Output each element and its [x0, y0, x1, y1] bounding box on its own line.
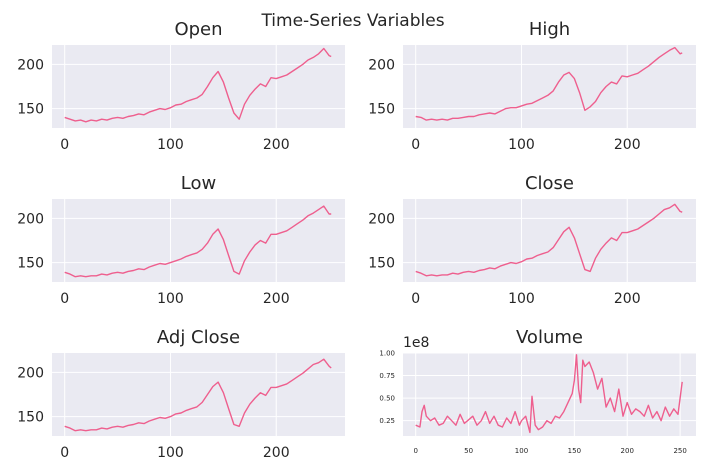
plot-area [52, 353, 345, 436]
x-tick-label: 250 [673, 447, 686, 455]
subplot-title: Low [181, 173, 216, 194]
x-tick-label: 200 [614, 291, 641, 307]
x-tick-label: 200 [263, 291, 290, 307]
plot-area [403, 199, 696, 282]
subplot-low: Low 0 100 200 150 200 [17, 173, 345, 307]
y-tick-label: 150 [17, 410, 44, 426]
subplot-title: Close [525, 173, 574, 194]
y-tick-label: 200 [17, 211, 44, 227]
x-tick-label: 100 [508, 137, 535, 153]
y-offset-label: 1e8 [403, 335, 429, 351]
x-tick-label: 50 [464, 447, 473, 455]
y-tick-label: 200 [368, 57, 395, 73]
x-tick-label: 0 [411, 291, 420, 307]
figure-title: Time-Series Variables [260, 11, 444, 31]
x-tick-label: 100 [508, 291, 535, 307]
x-tick-label: 200 [621, 447, 634, 455]
x-tick-label: 100 [157, 445, 184, 461]
y-tick-label: 200 [17, 365, 44, 381]
subplot-title: High [529, 19, 570, 40]
x-tick-label: 0 [60, 291, 69, 307]
x-tick-label: 0 [60, 137, 69, 153]
series-line-low [64, 205, 332, 278]
x-tick-label: 0 [60, 445, 69, 461]
y-tick-label: 0.25 [379, 417, 395, 425]
subplot-grid: Open 0 100 200 150 200 High 0 100 200 150 200 Low 0 10… [17, 19, 696, 461]
series-line-open [64, 47, 332, 123]
subplot-title: Adj Close [157, 327, 240, 348]
series-line-high [415, 46, 683, 121]
y-tick-label: 150 [17, 102, 44, 118]
x-tick-label: 200 [263, 137, 290, 153]
x-tick-label: 100 [157, 291, 184, 307]
x-tick-label: 200 [263, 445, 290, 461]
series-line-adj-close [64, 358, 332, 432]
x-tick-label: 0 [411, 137, 420, 153]
plot-area [403, 353, 696, 436]
y-tick-label: 150 [17, 256, 44, 272]
plot-area [403, 45, 696, 128]
x-tick-label: 100 [515, 447, 528, 455]
y-tick-label: 200 [17, 57, 44, 73]
plot-area [52, 199, 345, 282]
series-line-volume [415, 354, 683, 434]
x-tick-label: 100 [157, 137, 184, 153]
subplot-open: Open 0 100 200 150 200 [17, 19, 345, 153]
x-tick-label: 0 [413, 447, 417, 455]
x-tick-label: 200 [614, 137, 641, 153]
x-tick-label: 150 [568, 447, 581, 455]
subplot-title: Volume [516, 327, 583, 348]
y-tick-label: 150 [368, 102, 395, 118]
y-tick-label: 1.00 [379, 350, 395, 358]
y-tick-label: 200 [368, 211, 395, 227]
subplot-title: Open [174, 19, 222, 40]
y-tick-label: 0.75 [379, 372, 395, 380]
subplot-adj-close: Adj Close 0 100 200 150 200 [17, 327, 345, 461]
series-line-close [415, 203, 683, 277]
subplot-volume: Volume 0 50 100 150 200 250 0.25 0.50 0.75 1.00 1e8 [379, 327, 696, 455]
plot-area [52, 45, 345, 128]
y-tick-label: 150 [368, 256, 395, 272]
y-tick-label: 0.50 [379, 395, 395, 403]
subplot-high: High 0 100 200 150 200 [368, 19, 696, 153]
subplot-close: Close 0 100 200 150 200 [368, 173, 696, 307]
